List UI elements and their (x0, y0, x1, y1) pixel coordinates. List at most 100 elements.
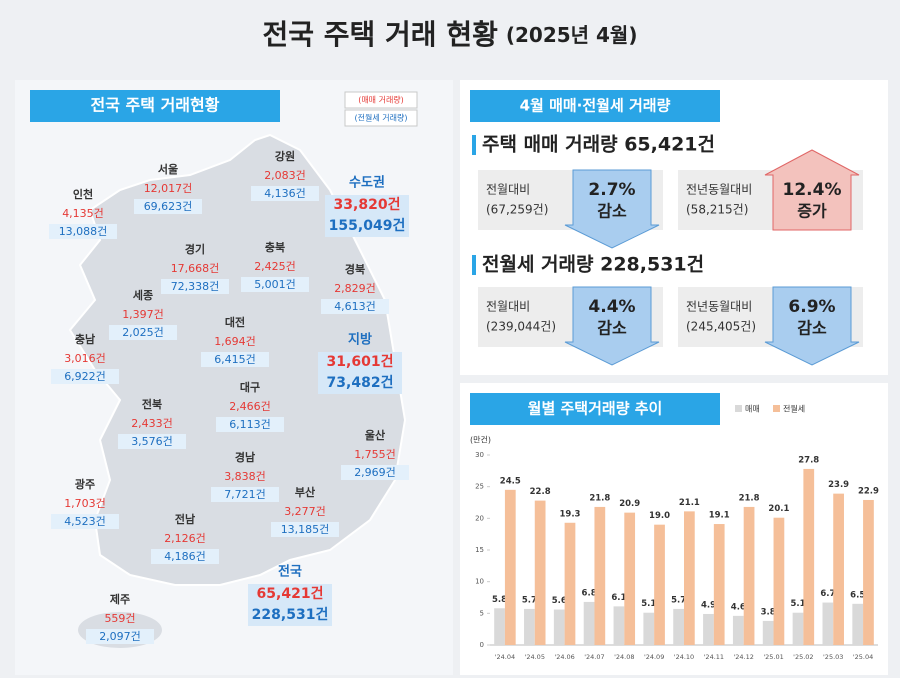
region-rent-box (241, 277, 309, 292)
x-tick-label: '24.11 (704, 653, 724, 661)
bar (534, 500, 546, 645)
compare-direction: 감소 (597, 319, 627, 338)
bar (773, 517, 785, 645)
region-sale: 1,703건 (64, 497, 106, 510)
value-label: 24.5 (500, 476, 521, 486)
region-rent-box (151, 549, 219, 564)
bar (613, 606, 625, 645)
bar (643, 612, 655, 645)
arrow-down (764, 286, 860, 366)
x-tick-label: '24.10 (674, 653, 694, 661)
legend-label: 전월세 (783, 404, 805, 414)
x-tick-label: '24.04 (495, 653, 515, 661)
value-label: 22.9 (858, 486, 879, 496)
region-rent-box (201, 352, 269, 367)
bar (792, 612, 804, 645)
region-box (325, 195, 409, 237)
region-sale: 2,425건 (254, 260, 296, 273)
region-sale: 2,126건 (164, 532, 206, 545)
region-rent: 13,185건 (281, 523, 330, 536)
region-sale: 12,017건 (144, 182, 193, 195)
region-rent: 4,186건 (164, 550, 206, 563)
region-rent: 73,482건 (327, 374, 394, 391)
value-label: 20.1 (768, 504, 789, 514)
bar (524, 608, 535, 645)
value-label: 19.1 (709, 511, 730, 521)
region-rent: 3,576건 (131, 435, 173, 448)
legend-swatch (735, 405, 742, 412)
map-header (30, 90, 280, 122)
region-name: 세종 (133, 288, 153, 302)
y-tick-label: 5 (480, 609, 484, 617)
value-label: 19.0 (649, 511, 670, 521)
compare-direction: 감소 (597, 202, 627, 221)
compare-rate: 2.7% (588, 180, 635, 200)
compare-label: 전년동월대비 (686, 183, 752, 197)
region-rent-box (321, 299, 389, 314)
region-rent-box (161, 279, 229, 294)
value-label: 22.8 (530, 487, 551, 497)
section-heading: 전월세 거래량 228,531건 (482, 254, 704, 276)
region-rent-box (216, 417, 284, 432)
legend-sale: (매매 거래량) (358, 95, 404, 105)
legend-box (344, 91, 418, 109)
bar (822, 602, 834, 645)
region-rent-box (51, 514, 119, 529)
compare-base: (245,405건) (686, 320, 756, 334)
x-tick-label: '24.08 (614, 653, 634, 661)
region-name: 전남 (175, 512, 195, 526)
region-name: 경기 (185, 242, 205, 256)
arrow-down (564, 169, 660, 249)
bar (833, 493, 844, 645)
compare-rate: 6.9% (788, 297, 835, 317)
region-sale: 31,601건 (327, 353, 394, 370)
value-label: 20.9 (619, 499, 640, 509)
y-tick-label: 20 (475, 514, 484, 522)
region-rent: 69,623건 (144, 200, 193, 213)
bar (713, 524, 725, 645)
region-name: 대구 (240, 380, 260, 394)
region-name: 경북 (345, 262, 365, 276)
region-name: 부산 (295, 485, 315, 499)
heading-bar (472, 135, 476, 155)
value-label: 5.1 (790, 599, 805, 609)
title-sub: (2025년 4월) (506, 23, 638, 47)
x-tick-label: '25.04 (853, 653, 873, 661)
region-rent-box (86, 629, 154, 644)
region-box (318, 352, 402, 394)
region-sale: 33,820건 (334, 196, 401, 213)
compare-label: 전년동월대비 (686, 300, 752, 314)
value-label: 23.9 (828, 480, 849, 490)
compare-direction: 증가 (797, 202, 827, 221)
region-name: 전북 (142, 397, 162, 411)
bar (703, 613, 714, 645)
region-sale: 3,016건 (64, 352, 106, 365)
value-label: 5.6 (552, 596, 567, 606)
region-rent: 6,113건 (229, 418, 271, 431)
legend-swatch (773, 405, 780, 412)
x-tick-label: '24.09 (644, 653, 664, 661)
bar (583, 601, 595, 645)
bar (564, 522, 576, 645)
chart-header (470, 393, 720, 425)
region-rent-box (134, 199, 202, 214)
bar (743, 506, 755, 645)
legend-box (344, 109, 418, 127)
region-sale: 2,083건 (264, 169, 306, 182)
region-sale: 65,421건 (257, 585, 324, 602)
bar (594, 506, 606, 645)
bar (803, 468, 815, 645)
region-name: 인천 (73, 187, 93, 201)
arrow-up (764, 149, 860, 231)
region-name: 충북 (265, 240, 285, 254)
summary-title: 4월 매매·전월세 거래량 (520, 97, 671, 115)
region-sale: 3,277건 (284, 505, 326, 518)
bar (553, 609, 565, 645)
compare-rate: 4.4% (588, 297, 635, 317)
region-sale: 1,755건 (354, 448, 396, 461)
compare-base: (67,259건) (486, 203, 548, 217)
value-label: 3.8 (761, 607, 776, 617)
x-tick-label: '25.03 (823, 653, 843, 661)
region-rent-box (271, 522, 339, 537)
